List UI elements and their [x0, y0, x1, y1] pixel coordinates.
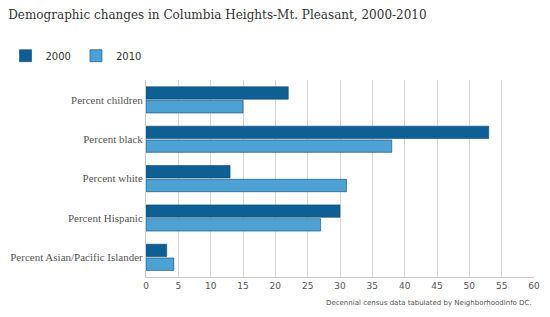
svg-text:25: 25 — [302, 281, 313, 291]
svg-text:Percent Hispanic: Percent Hispanic — [68, 212, 143, 224]
svg-text:50: 50 — [464, 281, 476, 291]
svg-text:45: 45 — [431, 281, 442, 291]
svg-text:Decennial census data tabulate: Decennial census data tabulated by Neigh… — [326, 299, 532, 307]
svg-text:0: 0 — [143, 281, 149, 291]
svg-text:Percent black: Percent black — [83, 133, 143, 145]
svg-text:Percent white: Percent white — [83, 172, 143, 184]
svg-text:60: 60 — [528, 281, 540, 291]
svg-text:15: 15 — [237, 281, 248, 291]
svg-text:Percent children: Percent children — [71, 94, 143, 106]
svg-text:2000: 2000 — [46, 51, 71, 62]
svg-text:Demographic changes in Columbi: Demographic changes in Columbia Heights-… — [8, 8, 426, 22]
svg-text:55: 55 — [496, 281, 507, 291]
svg-text:20: 20 — [270, 281, 282, 291]
svg-text:Percent Asian/Pacific Islander: Percent Asian/Pacific Islander — [10, 251, 143, 263]
svg-text:2010: 2010 — [116, 51, 141, 62]
svg-text:10: 10 — [205, 281, 217, 291]
svg-text:40: 40 — [399, 281, 411, 291]
svg-text:35: 35 — [367, 281, 378, 291]
svg-text:5: 5 — [175, 281, 181, 291]
svg-text:30: 30 — [334, 281, 346, 291]
